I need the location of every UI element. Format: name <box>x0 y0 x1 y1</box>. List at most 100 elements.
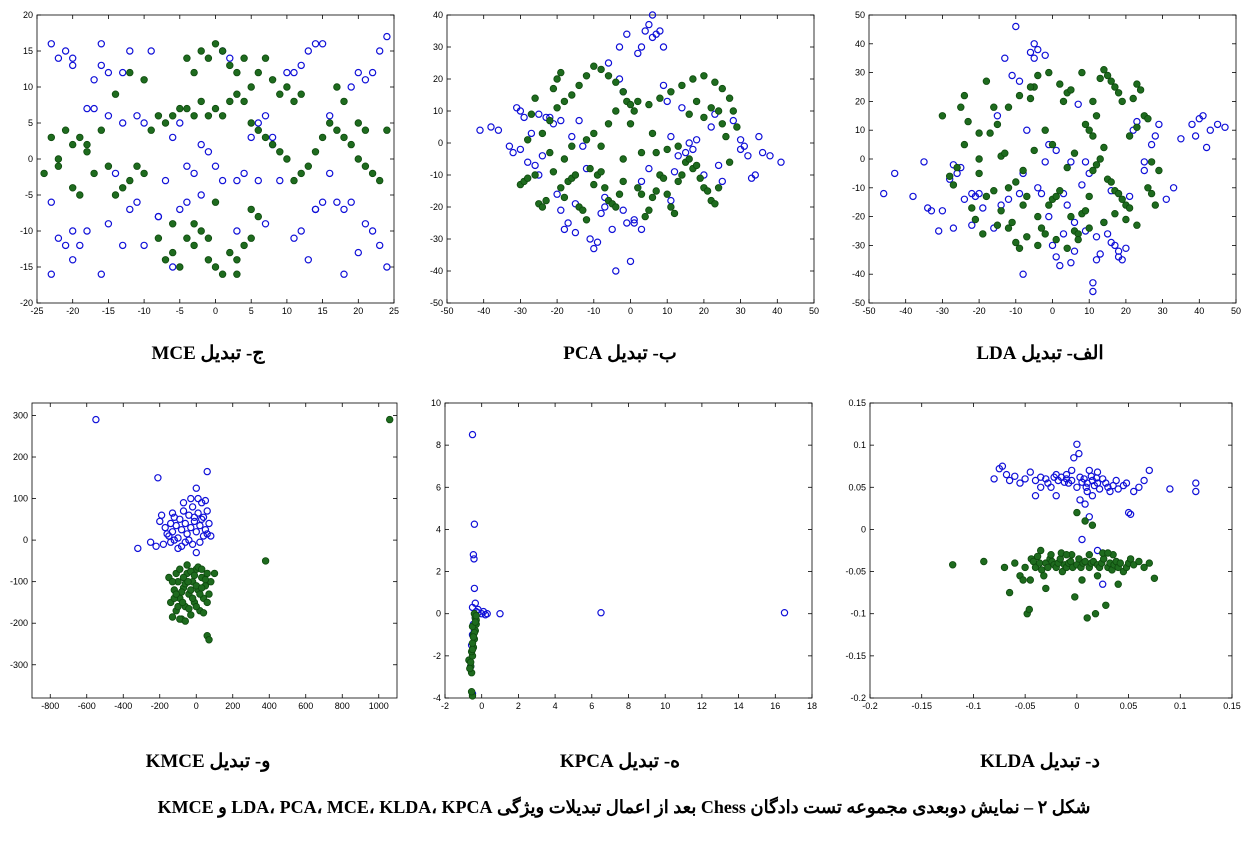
data-point <box>626 120 635 128</box>
data-point <box>181 519 189 528</box>
data-point <box>1089 279 1097 287</box>
x-tick-label: -0.1 <box>966 701 982 711</box>
data-point <box>553 104 561 112</box>
data-point <box>678 81 686 90</box>
data-point <box>1067 158 1075 166</box>
data-point <box>254 176 262 185</box>
data-point <box>184 577 192 586</box>
data-point <box>718 84 726 93</box>
x-tick-label: 2 <box>516 701 521 711</box>
y-tick-label: 10 <box>431 398 441 408</box>
data-point <box>637 177 646 186</box>
x-tick-label: 0.05 <box>1120 701 1138 711</box>
data-point <box>170 536 178 544</box>
data-point <box>1076 496 1084 504</box>
data-point <box>354 68 362 77</box>
data-point <box>1078 535 1086 544</box>
data-point <box>590 244 598 253</box>
data-point <box>197 47 205 55</box>
data-point <box>134 544 142 553</box>
data-point <box>247 234 255 242</box>
data-point <box>166 538 175 546</box>
data-point <box>531 161 539 170</box>
data-point <box>1192 479 1200 487</box>
data-point <box>1004 184 1013 192</box>
data-point <box>376 241 384 250</box>
data-point <box>176 515 184 524</box>
data-point <box>54 162 63 170</box>
data-point <box>147 47 155 55</box>
data-point <box>247 119 255 127</box>
data-point <box>1103 71 1112 80</box>
data-point <box>920 158 928 166</box>
y-tick-label: 4 <box>436 524 441 534</box>
data-point <box>535 110 543 118</box>
data-point <box>1011 472 1019 481</box>
data-point <box>254 212 262 221</box>
data-point <box>1016 479 1024 487</box>
y-tick-label: 20 <box>433 74 443 84</box>
data-point <box>268 133 277 142</box>
data-point <box>247 205 255 214</box>
data-point <box>1040 572 1048 580</box>
x-tick-label: 30 <box>1158 306 1168 316</box>
data-point <box>670 209 679 218</box>
data-point <box>276 90 284 98</box>
data-point <box>1045 201 1053 209</box>
data-point <box>168 112 177 120</box>
data-point <box>689 75 697 83</box>
data-point <box>161 176 170 185</box>
data-point <box>68 256 77 264</box>
y-tick-label: -30 <box>852 240 865 250</box>
data-point <box>383 263 391 271</box>
data-point <box>667 196 675 205</box>
data-point <box>318 198 327 206</box>
x-tick-label: -25 <box>30 306 43 316</box>
x-tick-label: 10 <box>660 701 670 711</box>
data-point <box>211 263 220 271</box>
data-point <box>678 171 686 179</box>
data-point <box>538 129 547 138</box>
data-point <box>204 148 213 156</box>
data-point <box>648 11 657 19</box>
data-point <box>196 538 204 546</box>
data-point <box>1118 195 1126 203</box>
data-point <box>993 221 1002 229</box>
data-point <box>192 548 200 557</box>
data-point <box>1030 54 1038 62</box>
chart-panel-kmce: -800 -600 -400 -200 0 200 400 600 800 1000-300-20… <box>10 402 398 711</box>
x-tick-label: 400 <box>262 701 277 711</box>
data-point <box>557 184 565 192</box>
data-point <box>1001 149 1009 157</box>
plot-frame <box>36 14 395 304</box>
data-point <box>604 120 613 128</box>
y-tick-label: -50 <box>430 298 443 308</box>
data-point <box>1052 491 1060 500</box>
data-point <box>1150 574 1159 582</box>
y-tick-label: 0 <box>28 154 33 164</box>
data-point <box>1059 230 1068 238</box>
data-point <box>938 207 947 215</box>
data-point <box>104 220 113 228</box>
y-tick-label: 10 <box>433 106 443 116</box>
data-point <box>61 47 70 55</box>
y-tick-label: 0 <box>436 609 441 619</box>
data-point <box>755 132 763 141</box>
data-point <box>948 561 957 569</box>
x-tick-label: 16 <box>770 701 780 711</box>
x-tick-label: 1000 <box>369 701 389 711</box>
data-point <box>1151 132 1159 140</box>
series-0 <box>880 22 1229 296</box>
data-point <box>1004 103 1013 111</box>
data-point <box>1037 189 1046 198</box>
data-point <box>1036 473 1045 481</box>
data-point <box>168 220 177 228</box>
data-point <box>1026 83 1035 91</box>
data-point <box>1073 508 1081 517</box>
data-point <box>982 192 991 201</box>
data-point <box>190 571 199 580</box>
data-point <box>1048 140 1057 149</box>
data-point <box>1012 22 1020 31</box>
data-point <box>1034 241 1042 250</box>
data-point <box>1133 80 1141 88</box>
